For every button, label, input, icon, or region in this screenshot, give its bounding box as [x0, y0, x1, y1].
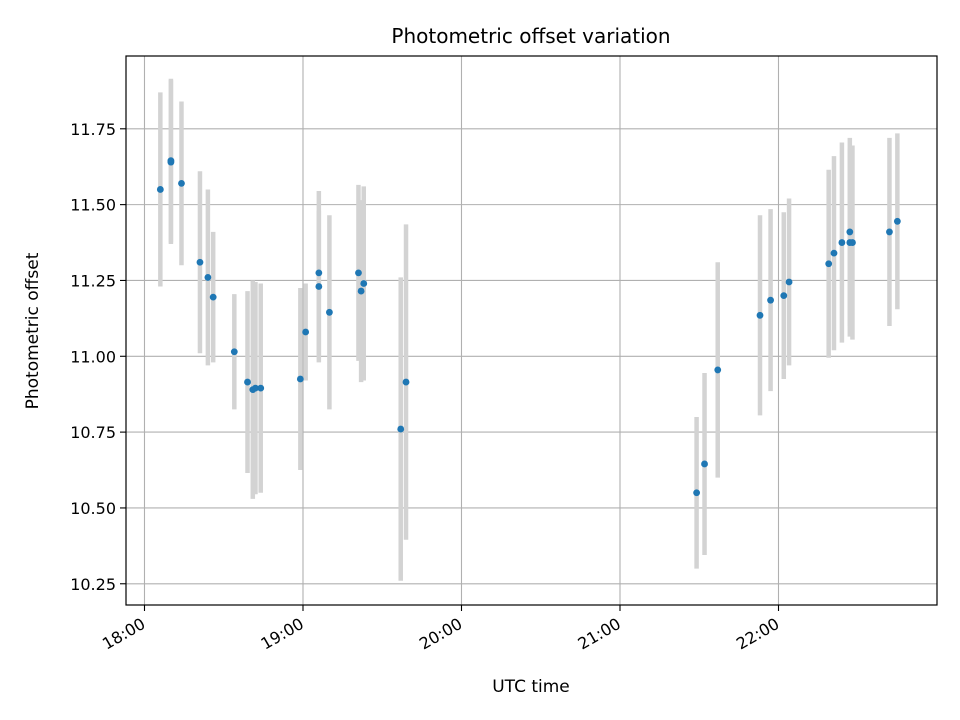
data-point	[830, 249, 838, 257]
data-point	[756, 311, 764, 319]
data-point	[838, 239, 846, 246]
y-axis-label: Photometric offset	[23, 252, 43, 409]
x-axis-label: UTC time	[492, 677, 570, 697]
data-point	[355, 269, 362, 277]
data-point	[886, 228, 893, 236]
data-point	[357, 287, 365, 295]
x-tick-label: 20:00	[416, 614, 465, 654]
y-axis-ticks: 10.25 10.50 10.75 11.00 11.25 11.50 11.75	[70, 120, 126, 594]
data-point	[701, 460, 708, 468]
data-point	[196, 258, 204, 266]
data-point	[204, 274, 212, 281]
data-point	[402, 378, 410, 386]
x-tick-label: 18:00	[99, 614, 148, 654]
data-point	[846, 228, 854, 236]
data-point	[244, 378, 251, 386]
grid	[126, 56, 937, 605]
errorbars	[158, 78, 900, 581]
data-point	[785, 278, 793, 286]
data-point	[296, 375, 304, 383]
data-point	[893, 217, 901, 225]
data-point	[767, 296, 774, 304]
x-tick-label: 21:00	[575, 614, 624, 654]
data-point	[315, 269, 323, 277]
y-tick-label: 11.75	[70, 120, 116, 139]
data-point	[360, 280, 368, 287]
data-point	[252, 384, 259, 392]
plot-frame	[125, 55, 938, 606]
data-point	[825, 260, 833, 268]
data-point	[714, 366, 722, 374]
data-point	[326, 308, 333, 316]
data-point	[167, 157, 175, 165]
data-point	[397, 425, 405, 433]
chart-title: Photometric offset variation	[391, 24, 670, 48]
y-tick-label: 11.00	[70, 347, 116, 366]
y-tick-label: 10.50	[70, 499, 116, 518]
y-tick-label: 10.75	[70, 423, 116, 442]
data-point	[230, 348, 238, 356]
data-point	[302, 328, 310, 336]
y-tick-label: 11.25	[70, 271, 116, 290]
data-point	[849, 239, 856, 246]
data-point	[257, 384, 265, 392]
data-point	[209, 293, 217, 301]
x-tick-label: 19:00	[258, 614, 307, 654]
data-points	[156, 157, 901, 497]
x-axis-ticks: 18:00 19:00 20:00 21:00 22:00	[99, 605, 782, 654]
data-point	[156, 186, 164, 193]
data-point	[693, 489, 701, 497]
y-tick-label: 10.25	[70, 575, 116, 594]
data-point	[178, 179, 185, 187]
x-tick-label: 22:00	[733, 614, 782, 654]
y-tick-label: 11.50	[70, 196, 116, 215]
data-point	[315, 283, 323, 290]
data-point	[780, 292, 788, 300]
